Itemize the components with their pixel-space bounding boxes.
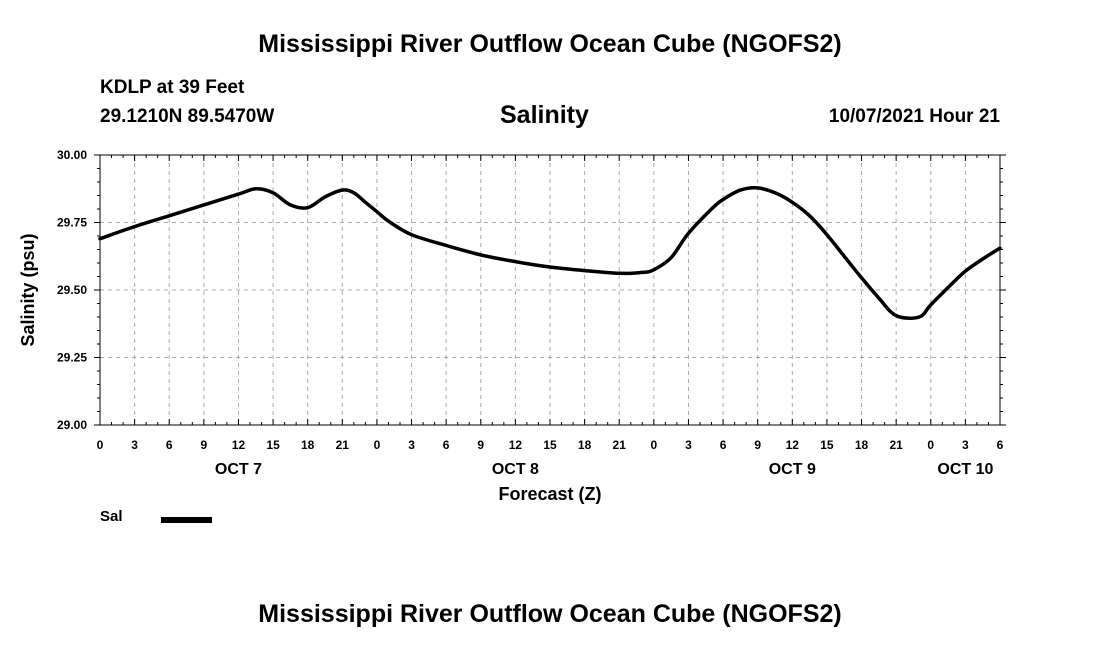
- x-tick-label: 21: [336, 438, 350, 452]
- grid: [100, 155, 1000, 425]
- legend-swatch: [161, 517, 212, 523]
- legend-label: Sal: [100, 508, 123, 525]
- x-tick-label: 15: [820, 438, 834, 452]
- day-labels: OCT 7 OCT 8 OCT 9 OCT 10: [215, 461, 994, 478]
- x-tick-label: 0: [374, 438, 381, 452]
- y-tick-label: 29.25: [57, 351, 87, 365]
- x-tick-label: 6: [166, 438, 173, 452]
- day-label: OCT 8: [492, 461, 539, 478]
- station-coordinates: 29.1210N 89.5470W: [100, 106, 275, 127]
- y-tick-label: 29.50: [57, 283, 87, 297]
- footer-title: Mississippi River Outflow Ocean Cube (NG…: [258, 600, 842, 628]
- x-tick-label: 15: [266, 438, 280, 452]
- x-tick-label: 3: [408, 438, 415, 452]
- x-tick-label: 9: [201, 438, 208, 452]
- y-tick-label: 29.75: [57, 216, 87, 230]
- x-tick-label: 15: [543, 438, 557, 452]
- x-tick-label: 6: [443, 438, 450, 452]
- forecast-datetime: 10/07/2021 Hour 21: [828, 106, 1000, 127]
- x-tick-label: 0: [97, 438, 104, 452]
- x-tick-labels: 0 3 6 9 12 15 18 21 0 3 6 9 12 15 18 21 0 3 6 9 12 15 18 21 0 3 6: [97, 438, 1004, 452]
- x-tick-label: 9: [754, 438, 761, 452]
- x-tick-label: 6: [997, 438, 1004, 452]
- x-tick-label: 18: [855, 438, 869, 452]
- series-line-sal: [98, 186, 1002, 320]
- x-tick-label: 3: [685, 438, 692, 452]
- x-tick-label: 3: [131, 438, 138, 452]
- y-axis-title: Salinity (psu): [18, 233, 38, 346]
- chart-title: Mississippi River Outflow Ocean Cube (NG…: [258, 30, 842, 58]
- x-axis-title: Forecast (Z): [498, 484, 601, 504]
- x-tick-label: 3: [962, 438, 969, 452]
- series: [98, 186, 1002, 320]
- y-tick-label: 29.00: [57, 418, 87, 432]
- day-label: OCT 9: [769, 461, 816, 478]
- x-tick-label: 18: [578, 438, 592, 452]
- x-tick-label: 12: [232, 438, 246, 452]
- x-tick-label: 21: [613, 438, 627, 452]
- x-tick-label: 0: [651, 438, 658, 452]
- station-label: KDLP at 39 Feet: [100, 77, 245, 98]
- y-tick-label: 30.00: [57, 148, 87, 162]
- y-tick-labels: 29.00 29.25 29.50 29.75 30.00: [57, 148, 87, 432]
- x-tick-label: 6: [720, 438, 727, 452]
- x-tick-label: 21: [889, 438, 903, 452]
- x-tick-label: 12: [509, 438, 523, 452]
- x-tick-label: 0: [927, 438, 934, 452]
- plot-frame: [99, 154, 1001, 426]
- parameter-title: Salinity: [500, 101, 589, 129]
- day-label: OCT 7: [215, 461, 262, 478]
- x-tick-label: 9: [477, 438, 484, 452]
- day-label: OCT 10: [937, 461, 993, 478]
- x-tick-label: 18: [301, 438, 315, 452]
- x-tick-label: 12: [786, 438, 800, 452]
